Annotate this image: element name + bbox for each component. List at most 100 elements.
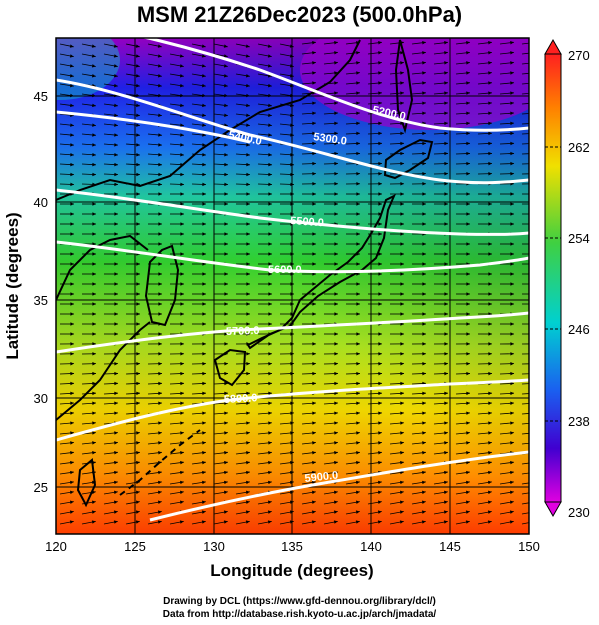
wind-vector-head [268,302,272,306]
wind-vector-head [202,83,206,88]
wind-vector-head [267,54,272,58]
y-tick-label: 35 [34,293,48,308]
wind-vector-head [268,292,272,296]
wind-vector-head [532,202,536,205]
wind-vector-head [334,51,338,55]
wind-vector-head [158,292,162,296]
wind-vector-head [92,361,96,366]
wind-vector-head [246,242,250,246]
wind-vector-head [92,172,96,177]
wind-vector-head [114,431,118,435]
wind-vector-head [136,172,140,177]
wind-vector-head [422,282,426,286]
wind-vector-head [113,510,118,514]
wind-vector-head [487,500,492,504]
wind-vector-head [510,470,514,475]
wind-vector-head [136,391,140,396]
colorbar-top-arrow [544,38,562,55]
wind-vector-head [246,182,250,187]
wind-vector-head [179,490,184,495]
wind-vector-head [466,131,470,136]
wind-vector-head [400,421,404,425]
wind-vector-head [246,272,250,276]
wind-vector-head [268,202,272,206]
wind-vector-head [378,361,382,366]
wind-vector-head [466,101,470,105]
wind-vector-head [312,242,316,246]
wind-vector-head [400,322,404,326]
wind-vector-head [422,302,426,306]
wind-vector-head [312,71,316,75]
wind-vector-head [92,381,96,386]
x-tick-label: 130 [203,539,225,554]
wind-vector-head [69,64,74,68]
wind-vector-head [488,202,492,206]
wind-vector-head [312,51,316,55]
wind-vector-head [422,202,426,206]
wind-vector-head [136,460,140,465]
wind-vector-head [400,51,404,55]
wind-vector-head [92,252,96,256]
wind-vector-head [268,272,272,276]
wind-vector-head [157,500,162,504]
wind-vector-head [378,342,382,346]
y-axis-label: Latitude (degrees) [3,212,22,359]
wind-vector-head [223,54,228,58]
wind-vector-head [268,342,272,346]
wind-vector-head [400,131,404,136]
wind-vector-head [356,431,360,435]
wind-vector-head [158,451,162,455]
wind-vector-head [180,143,184,147]
wind-vector-head [70,302,74,306]
wind-vector-head [268,322,272,326]
wind-vector-head [202,411,206,415]
wind-vector-head [444,192,448,196]
wind-vector-head [356,61,360,65]
wind-vector-head [136,441,140,445]
wind-vector-head [180,342,184,346]
wind-vector-head [202,103,206,108]
wind-vector-head [180,232,184,236]
wind-vector-head [444,470,448,475]
wind-vector-head [400,460,404,465]
wind-vector-head [334,41,338,45]
wind-vector-head [334,212,338,216]
wind-vector-head [334,361,338,366]
wind-vector-head [356,292,360,296]
wind-vector-head [202,342,206,346]
wind-vector-head [422,101,426,105]
wind-vector-head [400,242,404,246]
wind-vector-head [422,480,426,485]
wind-vector-head [444,111,448,115]
wind-vector-head [334,182,338,186]
wind-vector-head [246,451,250,455]
wind-vector-head [136,342,140,346]
wind-vector-head [532,332,536,335]
wind-vector-head [246,292,250,296]
wind-vector-head [202,123,206,127]
wind-vector-head [334,151,338,156]
wind-vector-head [202,361,206,366]
wind-vector-head [246,282,250,286]
wind-vector-head [465,490,470,495]
wind-vector-head [466,151,470,156]
wind-vector-head [224,312,228,316]
wind-vector-head [180,282,184,286]
wind-vector-head [311,520,316,524]
wind-vector-head [444,252,448,256]
wind-vector-head [422,212,426,216]
wind-vector-head [92,312,96,316]
wind-vector-head [268,113,272,117]
wind-vector-head [400,381,404,386]
wind-vector-head [114,103,118,108]
wind-vector-head [466,332,470,336]
contour-label-5500: 5500.0 [290,215,324,229]
coastline-asia-mainland [56,39,361,421]
wind-vector-head [114,381,118,386]
wind-vector-head [180,421,184,425]
wind-vector-head [532,162,536,165]
wind-vector-head [532,411,536,414]
wind-vector-head [114,242,118,246]
wind-vector-head [334,381,338,386]
wind-vector-head [92,322,96,326]
